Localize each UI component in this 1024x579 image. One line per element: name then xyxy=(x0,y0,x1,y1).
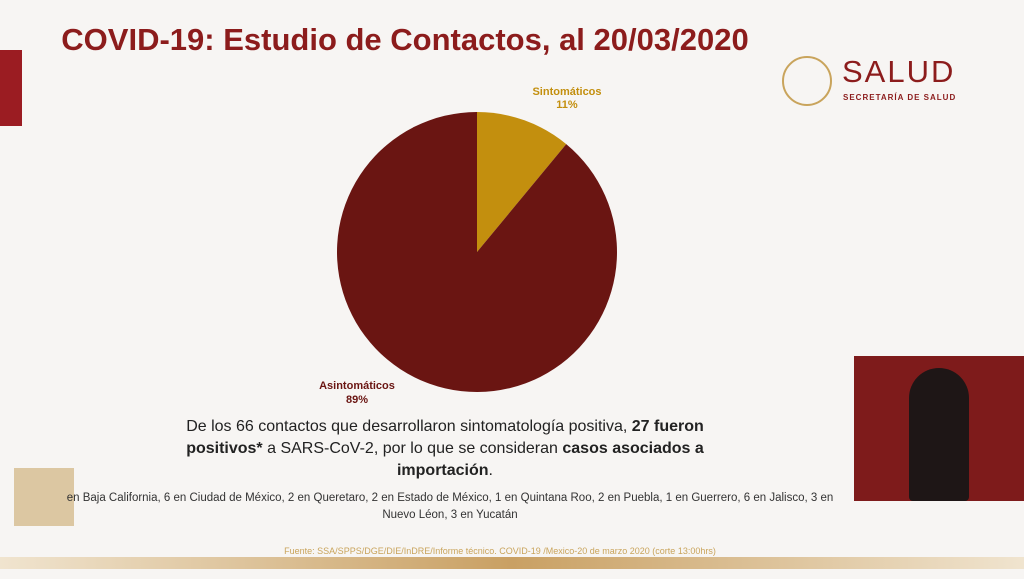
chart-title: COVID-19: Estudio de Contactos, al 20/03… xyxy=(61,22,749,57)
logo-name: SALUD xyxy=(842,54,956,89)
text: a SARS-CoV-2, por lo que se consideran xyxy=(262,440,563,457)
states-list: en Baja California, 6 en Ciudad de Méxic… xyxy=(66,492,834,521)
pie-slice xyxy=(477,112,567,252)
text-bold: casos asociados a importación xyxy=(396,440,704,479)
source: Fuente: SSA/SPPS/DGE/DIE/InDRE/Informe t… xyxy=(284,546,716,556)
logo-subtitle: SECRETARÍA DE SALUD xyxy=(843,93,957,102)
side-bar xyxy=(0,50,22,126)
slice-value: 11% xyxy=(556,99,578,111)
text: . xyxy=(488,462,493,479)
text: De los 66 contactos que desarrollaron si… xyxy=(186,418,632,435)
slice-value: 89% xyxy=(346,394,368,406)
pie-slice xyxy=(337,112,618,393)
slice-label: Sintomáticos xyxy=(532,86,601,98)
seal-icon xyxy=(782,56,832,106)
interpreter-video xyxy=(854,356,1024,501)
description: De los 66 contactos que desarrollaron si… xyxy=(150,416,740,482)
text-bold: 27 fueron positivos* xyxy=(186,418,704,457)
interpreter xyxy=(909,368,969,501)
bottom-strip xyxy=(0,557,1024,569)
emblem-icon xyxy=(14,468,74,526)
slice-label: Asintomáticos xyxy=(319,380,395,392)
